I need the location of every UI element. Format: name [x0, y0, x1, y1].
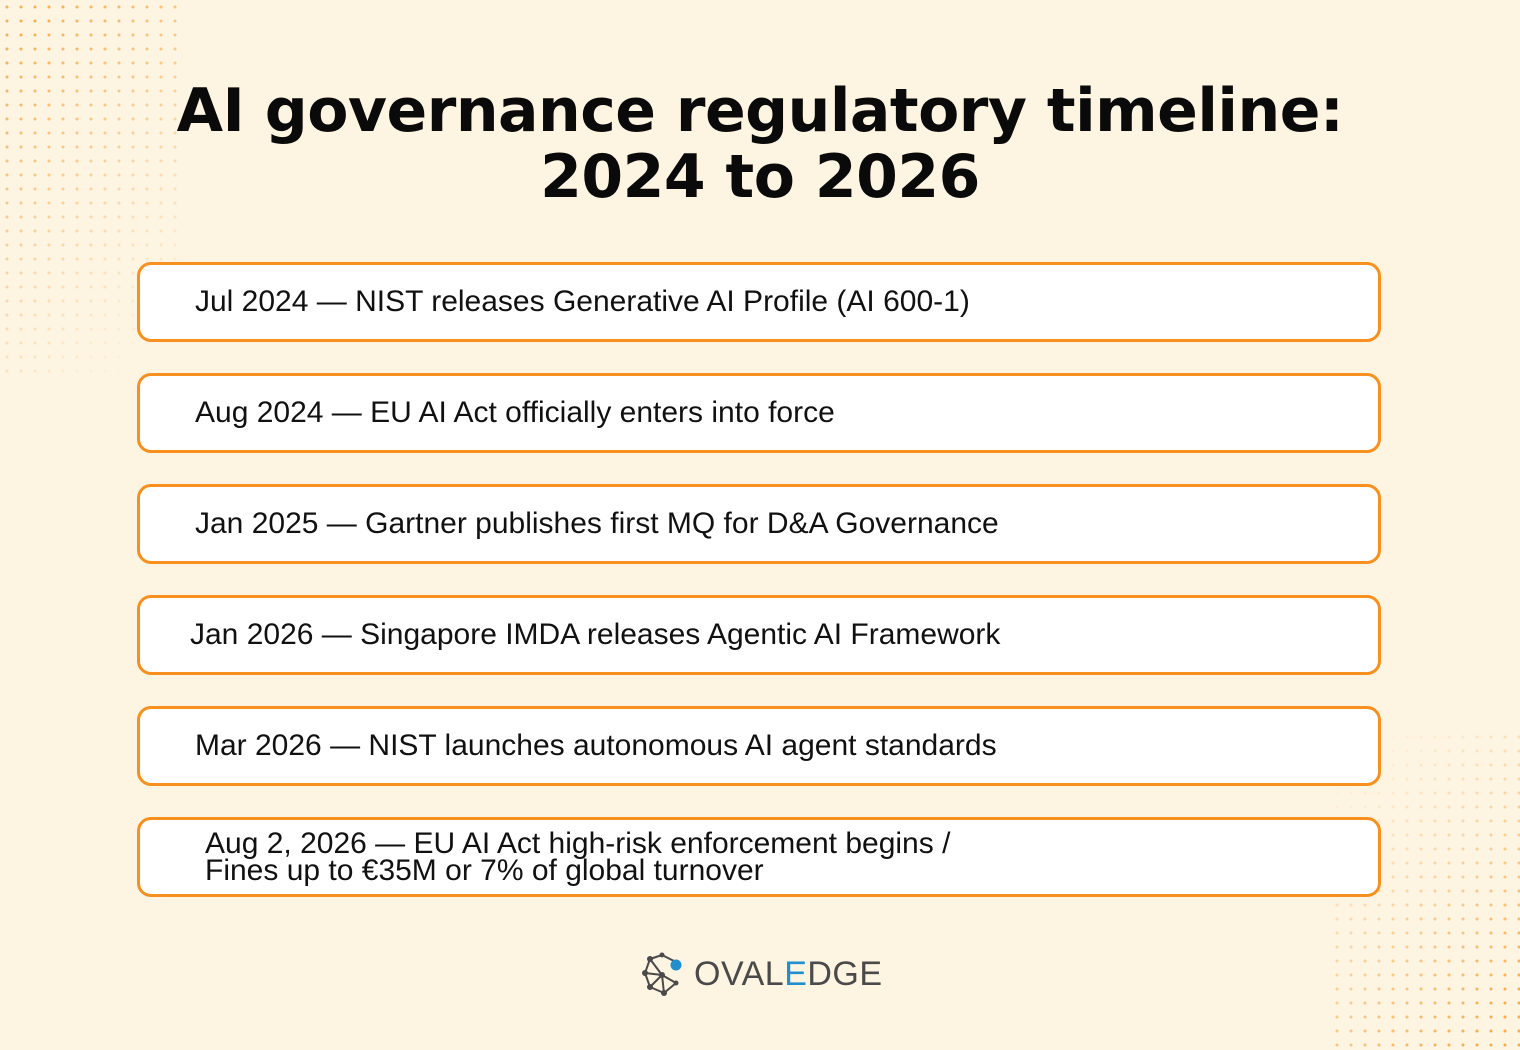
event-text-line-2: Fines up to €35M or 7% of global turnove… — [205, 854, 764, 887]
timeline-event-mar-2026: Mar 2026 — NIST launches autonomous AI a… — [137, 706, 1381, 786]
event-text: Aug 2, 2026 — EU AI Act high-risk enforc… — [205, 827, 951, 887]
brand-name: OVALEDGE — [694, 954, 883, 993]
timeline-event-aug-2026: Aug 2, 2026 — EU AI Act high-risk enforc… — [137, 817, 1381, 897]
title-line-2: 2024 to 2026 — [540, 142, 980, 212]
page-title: AI governance regulatory timeline: 2024 … — [0, 78, 1520, 210]
timeline-event-jan-2025: Jan 2025 — Gartner publishes first MQ fo… — [137, 484, 1381, 564]
timeline-event-jan-2026: Jan 2026 — Singapore IMDA releases Agent… — [137, 595, 1381, 675]
event-text: Aug 2024 — EU AI Act officially enters i… — [195, 396, 835, 429]
title-line-1: AI governance regulatory timeline: — [176, 76, 1344, 146]
timeline-event-jul-2024: Jul 2024 — NIST releases Generative AI P… — [137, 262, 1381, 342]
timeline-event-aug-2024: Aug 2024 — EU AI Act officially enters i… — [137, 373, 1381, 453]
event-text: Jan 2026 — Singapore IMDA releases Agent… — [190, 618, 1001, 651]
event-text: Jan 2025 — Gartner publishes first MQ fo… — [195, 507, 999, 540]
event-text: Mar 2026 — NIST launches autonomous AI a… — [195, 729, 997, 762]
network-nodes-icon — [642, 952, 682, 996]
event-text-line-1: Aug 2, 2026 — EU AI Act high-risk enforc… — [205, 827, 951, 860]
ovaledge-logo: OVALEDGE — [640, 950, 883, 998]
event-text: Jul 2024 — NIST releases Generative AI P… — [195, 285, 970, 318]
